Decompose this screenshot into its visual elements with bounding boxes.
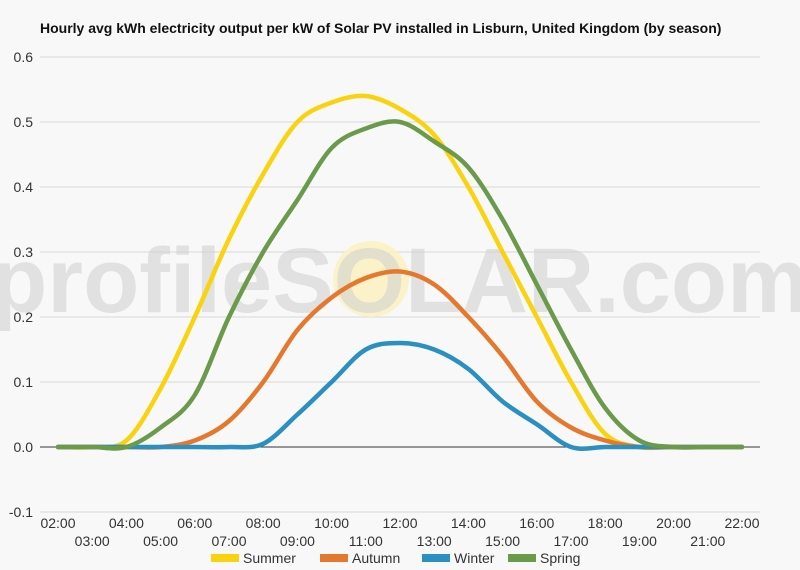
x-tick-label: 04:00 [109,515,144,531]
series-lines [55,93,745,451]
x-tick-label: 08:00 [246,515,281,531]
legend-label-summer: Summer [243,550,296,566]
x-axis-ticks: 02:00 04:00 06:00 08:00 10:00 12:00 14:00 16:00… [40,515,759,549]
y-tick-label: 0.6 [14,49,34,65]
y-tick-label: -0.1 [9,504,33,520]
x-tick-label: 12:00 [382,515,417,531]
x-tick-label: 11:00 [349,533,383,549]
x-tick-label: 02:00 [40,515,75,531]
legend-swatch-summer [211,554,239,562]
watermark-text: profileSOLAR.com [0,230,800,332]
x-tick-label: 10:00 [314,515,349,531]
legend-label-winter: Winter [454,550,495,566]
x-tick-label: 20:00 [656,515,691,531]
legend-swatch-spring [508,554,536,562]
x-tick-label: 21:00 [690,533,725,549]
watermark-sun-icon [333,241,409,317]
x-tick-label: 15:00 [485,533,520,549]
series-line-winter [55,340,745,451]
legend-label-spring: Spring [540,550,580,566]
y-tick-label: 0.3 [14,244,34,260]
y-tick-label: 0.1 [14,374,34,390]
x-tick-label: 03:00 [75,533,110,549]
chart-title: Hourly avg kWh electricity output per kW… [40,20,721,36]
watermark: profileSOLAR.com [0,230,800,332]
y-axis-ticks: 0.6 0.5 0.4 0.3 0.2 0.1 0.0 -0.1 [9,49,33,520]
x-tick-label: 07:00 [211,533,246,549]
legend-swatch-winter [422,554,450,562]
legend-label-autumn: Autumn [352,550,400,566]
x-tick-label: 16:00 [519,515,554,531]
x-tick-label: 13:00 [417,533,452,549]
y-tick-label: 0.2 [14,309,34,325]
x-tick-label: 17:00 [553,533,588,549]
y-tick-label: 0.5 [14,114,34,130]
x-tick-label: 14:00 [451,515,486,531]
x-tick-label: 22:00 [724,515,759,531]
legend: Summer Autumn Winter Spring [211,550,580,566]
x-tick-label: 05:00 [143,533,178,549]
series-line-spring [55,119,745,451]
legend-swatch-autumn [320,554,348,562]
x-tick-label: 19:00 [622,533,657,549]
x-tick-label: 18:00 [588,515,623,531]
y-tick-label: 0.0 [14,439,34,455]
x-tick-label: 06:00 [177,515,212,531]
y-tick-label: 0.4 [14,179,34,195]
x-tick-label: 09:00 [280,533,315,549]
